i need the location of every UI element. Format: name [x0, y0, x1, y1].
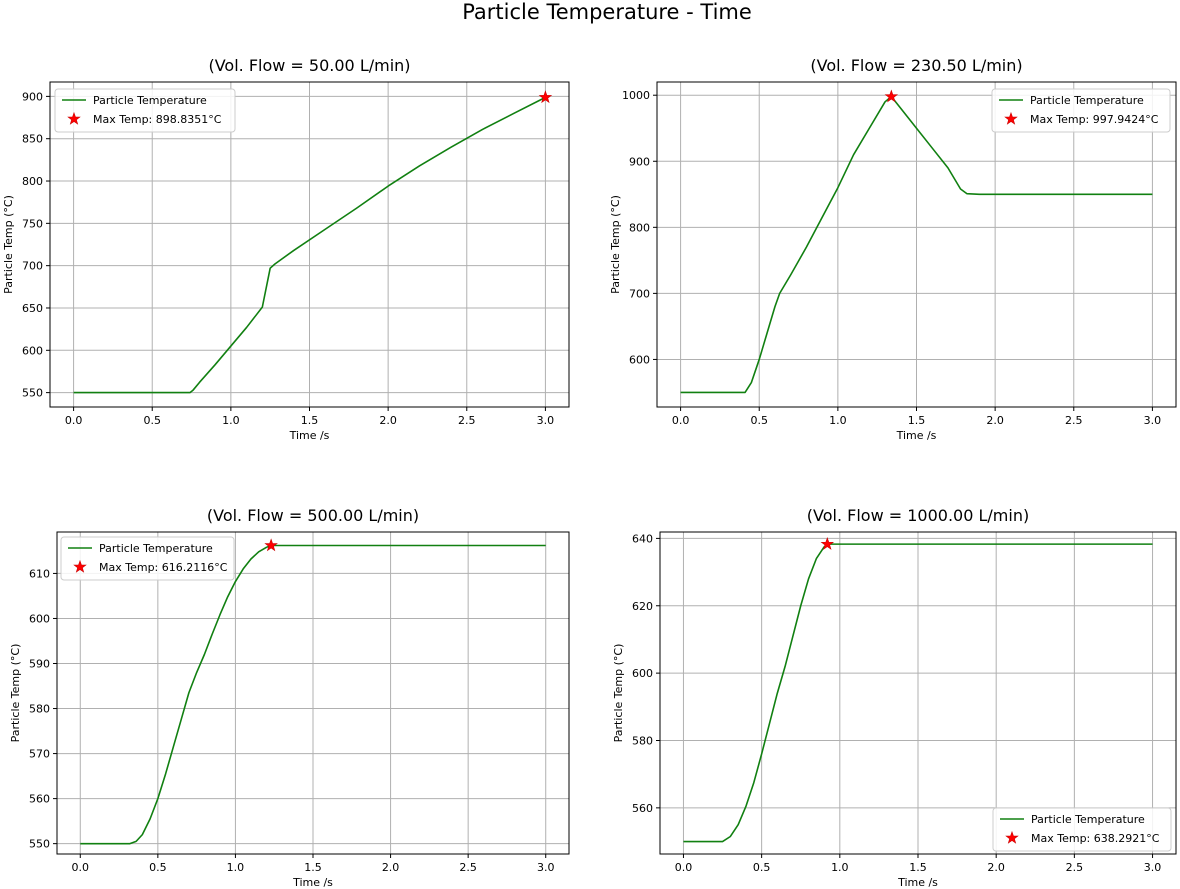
x-tick-label: 3.0 — [1144, 414, 1162, 427]
x-axis-label: Time /s — [897, 876, 938, 889]
legend-box — [60, 536, 235, 581]
chart-title: (Vol. Flow = 500.00 L/min) — [207, 506, 419, 525]
x-tick-label: 3.0 — [1144, 861, 1162, 874]
chart-panel: 0.0 0.5 1.0 1.5 2.0 2.5 3.0 560 580 600 620 640 (Vol… — [612, 506, 1177, 889]
legend: Particle Temperature Max Temp: 616.2116°C — [60, 536, 235, 581]
y-tick-label: 640 — [632, 532, 653, 545]
y-tick-label: 600 — [632, 667, 653, 680]
y-tick-label: 700 — [629, 287, 650, 300]
y-axis-label: Particle Temp (°C) — [609, 195, 622, 294]
temperature-line — [73, 96, 546, 394]
x-axis-label: Time /s — [292, 876, 333, 889]
y-tick-label: 600 — [629, 353, 650, 366]
x-tick-label: 0.0 — [675, 861, 693, 874]
legend-label: Max Temp: 997.9424°C — [1030, 113, 1159, 126]
temperature-line — [80, 544, 546, 845]
y-tick-label: 700 — [22, 260, 43, 273]
chart-title: (Vol. Flow = 50.00 L/min) — [208, 56, 410, 75]
x-tick-label: 0.5 — [753, 861, 771, 874]
y-axis-label: Particle Temp (°C) — [9, 644, 22, 743]
y-tick-label: 560 — [29, 793, 50, 806]
max-temp-marker — [264, 538, 278, 552]
max-temp-marker — [538, 90, 553, 104]
legend-label: Particle Temperature — [93, 94, 207, 107]
x-tick-label: 1.0 — [227, 861, 245, 874]
max-temp-marker — [884, 89, 899, 103]
y-axis-label: Particle Temp (°C) — [2, 195, 15, 294]
y-tick-label: 1000 — [622, 89, 650, 102]
x-tick-label: 1.0 — [831, 861, 849, 874]
temperature-line — [680, 95, 1153, 394]
y-axis-label: Particle Temp (°C) — [612, 644, 625, 743]
x-tick-label: 1.5 — [304, 861, 322, 874]
figure-title: Particle Temperature - Time — [462, 0, 752, 24]
y-tick-label: 600 — [22, 344, 43, 357]
x-tick-label: 0.5 — [143, 414, 161, 427]
y-tick-label: 580 — [29, 703, 50, 716]
chart-title: (Vol. Flow = 1000.00 L/min) — [807, 506, 1029, 525]
legend-box — [992, 807, 1172, 852]
legend-star-swatch — [73, 559, 87, 573]
y-tick-label: 800 — [629, 221, 650, 234]
chart-panel: 0.0 0.5 1.0 1.5 2.0 2.5 3.0 550 600 650 700 750 800 8… — [2, 56, 570, 442]
y-tick-label: 900 — [22, 90, 43, 103]
legend-star-swatch — [67, 111, 81, 125]
y-tick-label: 580 — [632, 734, 653, 747]
y-tick-label: 550 — [22, 387, 43, 400]
y-tick-label: 570 — [29, 748, 50, 761]
legend-label: Particle Temperature — [1031, 813, 1145, 826]
y-tick-label: 600 — [29, 612, 50, 625]
x-tick-label: 2.0 — [382, 861, 400, 874]
y-tick-label: 750 — [22, 217, 43, 230]
x-tick-label: 0.0 — [672, 414, 690, 427]
x-tick-label: 1.5 — [301, 414, 319, 427]
legend: Particle Temperature Max Temp: 997.9424°C — [991, 88, 1171, 133]
x-tick-label: 1.0 — [222, 414, 240, 427]
chart-panel: 0.0 0.5 1.0 1.5 2.0 2.5 3.0 600 700 800 900 1000 (Vo… — [609, 56, 1177, 442]
legend-box — [54, 88, 236, 133]
y-tick-label: 560 — [632, 802, 653, 815]
x-tick-label: 2.5 — [1066, 861, 1084, 874]
chart-title: (Vol. Flow = 230.50 L/min) — [810, 56, 1022, 75]
legend-label: Max Temp: 638.2921°C — [1031, 832, 1160, 845]
x-tick-label: 0.5 — [149, 861, 167, 874]
y-tick-label: 800 — [22, 175, 43, 188]
legend-star-swatch — [1004, 111, 1018, 125]
y-tick-label: 610 — [29, 567, 50, 580]
chart-panel: 0.0 0.5 1.0 1.5 2.0 2.5 3.0 550 560 570 580 590 600 6… — [9, 506, 570, 889]
x-tick-label: 0.5 — [750, 414, 768, 427]
x-tick-label: 2.0 — [987, 861, 1005, 874]
x-tick-label: 0.0 — [65, 414, 83, 427]
x-tick-label: 2.0 — [986, 414, 1004, 427]
y-tick-label: 590 — [29, 658, 50, 671]
x-tick-label: 1.0 — [829, 414, 847, 427]
legend-label: Max Temp: 616.2116°C — [99, 561, 228, 574]
y-tick-label: 550 — [29, 838, 50, 851]
y-tick-label: 900 — [629, 155, 650, 168]
legend-label: Particle Temperature — [99, 542, 213, 555]
x-tick-label: 2.5 — [459, 861, 477, 874]
x-axis-label: Time /s — [289, 429, 330, 442]
legend-star-swatch — [1005, 830, 1019, 844]
legend-box — [991, 88, 1171, 133]
x-tick-label: 2.5 — [1065, 414, 1083, 427]
y-tick-label: 850 — [22, 133, 43, 146]
legend-label: Max Temp: 898.8351°C — [93, 113, 222, 126]
max-temp-marker — [820, 537, 835, 550]
x-tick-label: 2.5 — [458, 414, 476, 427]
x-axis-label: Time /s — [896, 429, 937, 442]
legend-label: Particle Temperature — [1030, 94, 1144, 107]
legend: Particle Temperature Max Temp: 638.2921°C — [992, 807, 1172, 852]
x-tick-label: 1.5 — [909, 861, 927, 874]
x-tick-label: 0.0 — [72, 861, 90, 874]
x-tick-label: 3.0 — [537, 414, 555, 427]
x-tick-label: 1.5 — [908, 414, 926, 427]
y-tick-label: 650 — [22, 302, 43, 315]
y-tick-label: 620 — [632, 600, 653, 613]
legend: Particle Temperature Max Temp: 898.8351°C — [54, 88, 236, 133]
x-tick-label: 3.0 — [537, 861, 555, 874]
x-tick-label: 2.0 — [379, 414, 397, 427]
